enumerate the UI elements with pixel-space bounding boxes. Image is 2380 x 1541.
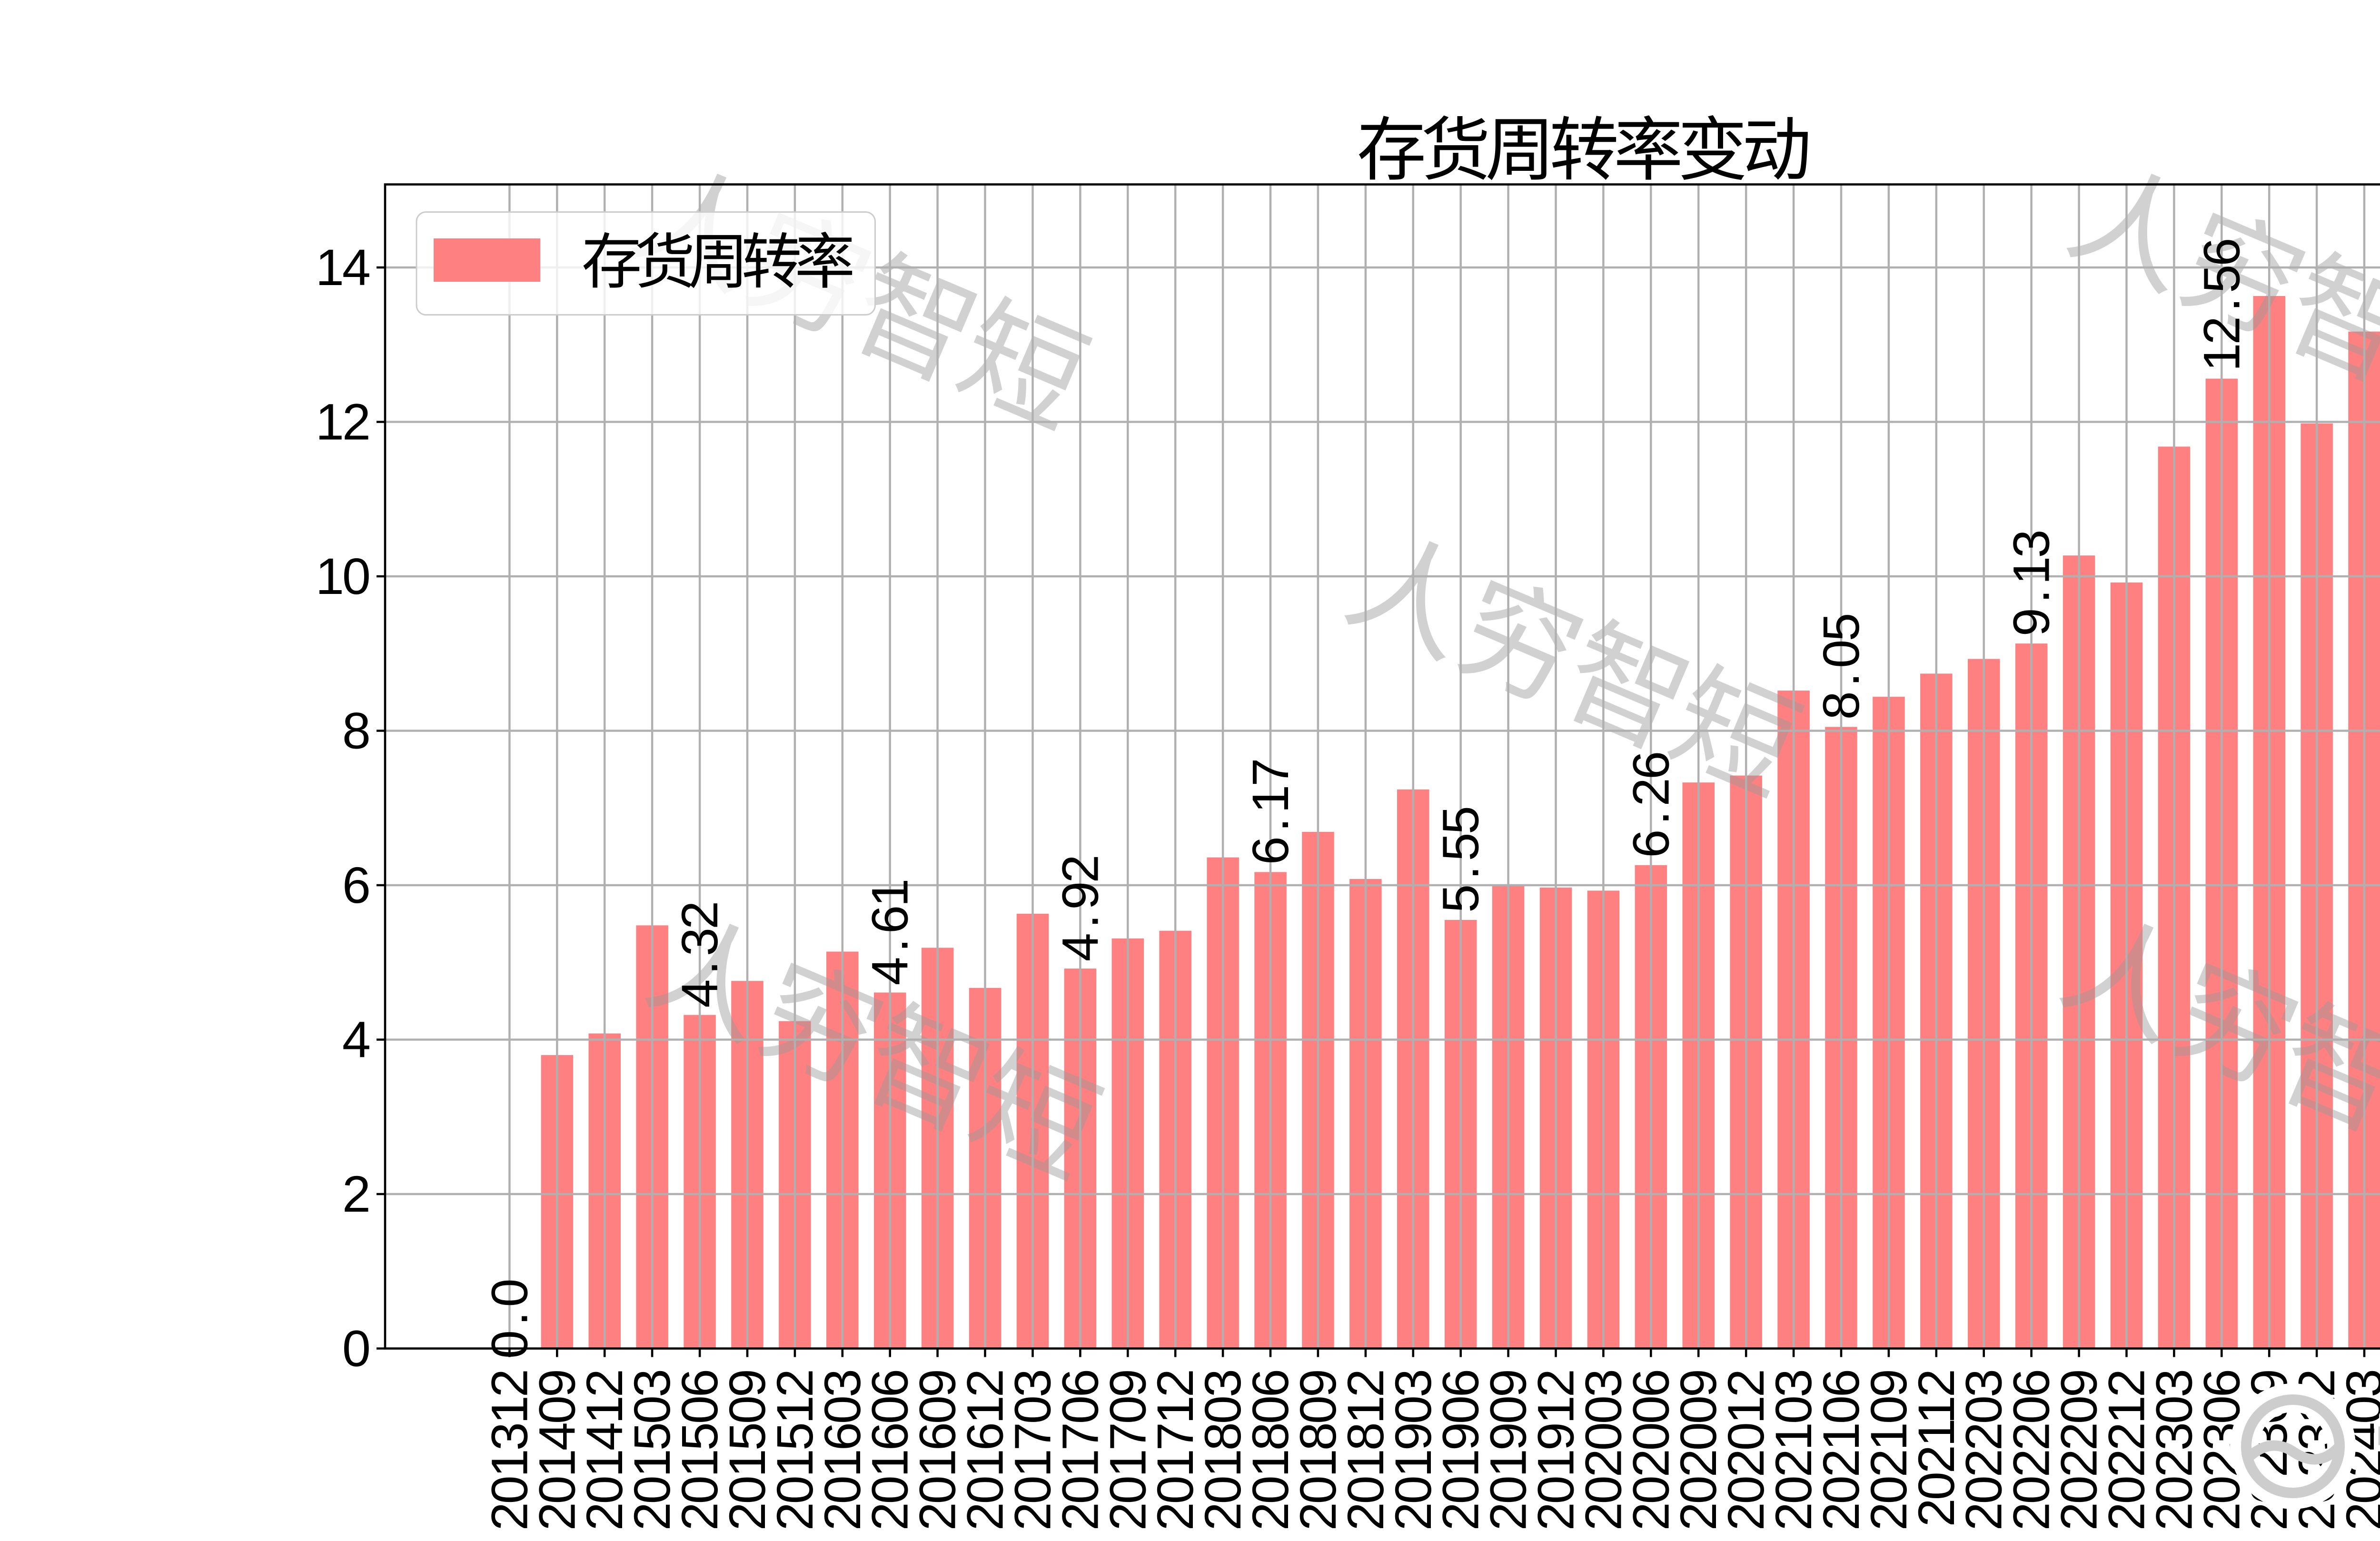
svg-text:0: 0 xyxy=(342,1320,369,1377)
svg-text:201912: 201912 xyxy=(1527,1371,1585,1531)
svg-text:14: 14 xyxy=(316,238,369,296)
svg-text:4.61: 4.61 xyxy=(861,880,919,985)
svg-text:201312: 201312 xyxy=(480,1371,538,1531)
svg-text:201612: 201612 xyxy=(956,1371,1014,1531)
svg-text:202303: 202303 xyxy=(2145,1371,2202,1531)
svg-text:202206: 202206 xyxy=(2003,1371,2060,1531)
svg-text:202103: 202103 xyxy=(1765,1371,1822,1531)
svg-text:201709: 201709 xyxy=(1099,1371,1156,1531)
svg-text:4.92: 4.92 xyxy=(1051,856,1109,961)
svg-text:6.17: 6.17 xyxy=(1241,760,1299,865)
svg-text:202106: 202106 xyxy=(1812,1371,1870,1531)
svg-text:202209: 202209 xyxy=(2050,1371,2108,1531)
svg-text:9.13: 9.13 xyxy=(2003,531,2060,636)
svg-text:201603: 201603 xyxy=(813,1371,871,1531)
svg-text:12.56: 12.56 xyxy=(2192,239,2250,371)
svg-text:0.0: 0.0 xyxy=(480,1280,538,1359)
svg-text:202006: 202006 xyxy=(1622,1371,1679,1531)
svg-text:4: 4 xyxy=(342,1011,369,1068)
svg-text:5.55: 5.55 xyxy=(1432,808,1489,913)
svg-text:201506: 201506 xyxy=(671,1371,728,1531)
svg-text:10: 10 xyxy=(316,547,369,605)
svg-text:201409: 201409 xyxy=(528,1371,585,1531)
svg-text:6: 6 xyxy=(342,856,369,914)
svg-text:6.26: 6.26 xyxy=(1622,753,1679,858)
svg-text:201906: 201906 xyxy=(1432,1371,1489,1531)
svg-text:2: 2 xyxy=(342,1165,369,1223)
svg-text:201703: 201703 xyxy=(1004,1371,1061,1531)
svg-text:201412: 201412 xyxy=(575,1371,633,1531)
svg-text:12: 12 xyxy=(316,393,369,451)
svg-text:201509: 201509 xyxy=(718,1371,776,1531)
svg-text:201512: 201512 xyxy=(766,1371,823,1531)
svg-text:201609: 201609 xyxy=(909,1371,966,1531)
svg-text:201909: 201909 xyxy=(1479,1371,1537,1531)
svg-text:201503: 201503 xyxy=(623,1371,681,1531)
svg-text:202003: 202003 xyxy=(1574,1371,1632,1531)
svg-text:201903: 201903 xyxy=(1384,1371,1442,1531)
svg-text:201606: 201606 xyxy=(861,1371,919,1531)
svg-text:201712: 201712 xyxy=(1146,1371,1204,1531)
svg-text:202112: 202112 xyxy=(1907,1371,1965,1527)
svg-text:4.32: 4.32 xyxy=(671,903,728,1008)
svg-text:201812: 201812 xyxy=(1337,1371,1394,1531)
svg-text:202203: 202203 xyxy=(1955,1371,2013,1531)
svg-text:201706: 201706 xyxy=(1051,1371,1109,1531)
svg-text:8: 8 xyxy=(342,702,369,760)
svg-text:202212: 202212 xyxy=(2098,1371,2155,1531)
svg-text:202012: 202012 xyxy=(1717,1371,1775,1531)
svg-text:202109: 202109 xyxy=(1860,1371,1917,1531)
svg-text:201803: 201803 xyxy=(1194,1371,1251,1531)
svg-text:202009: 202009 xyxy=(1669,1371,1727,1531)
svg-text:201806: 201806 xyxy=(1241,1371,1299,1531)
svg-text:8.05: 8.05 xyxy=(1812,614,1870,720)
svg-text:201809: 201809 xyxy=(1289,1371,1347,1531)
